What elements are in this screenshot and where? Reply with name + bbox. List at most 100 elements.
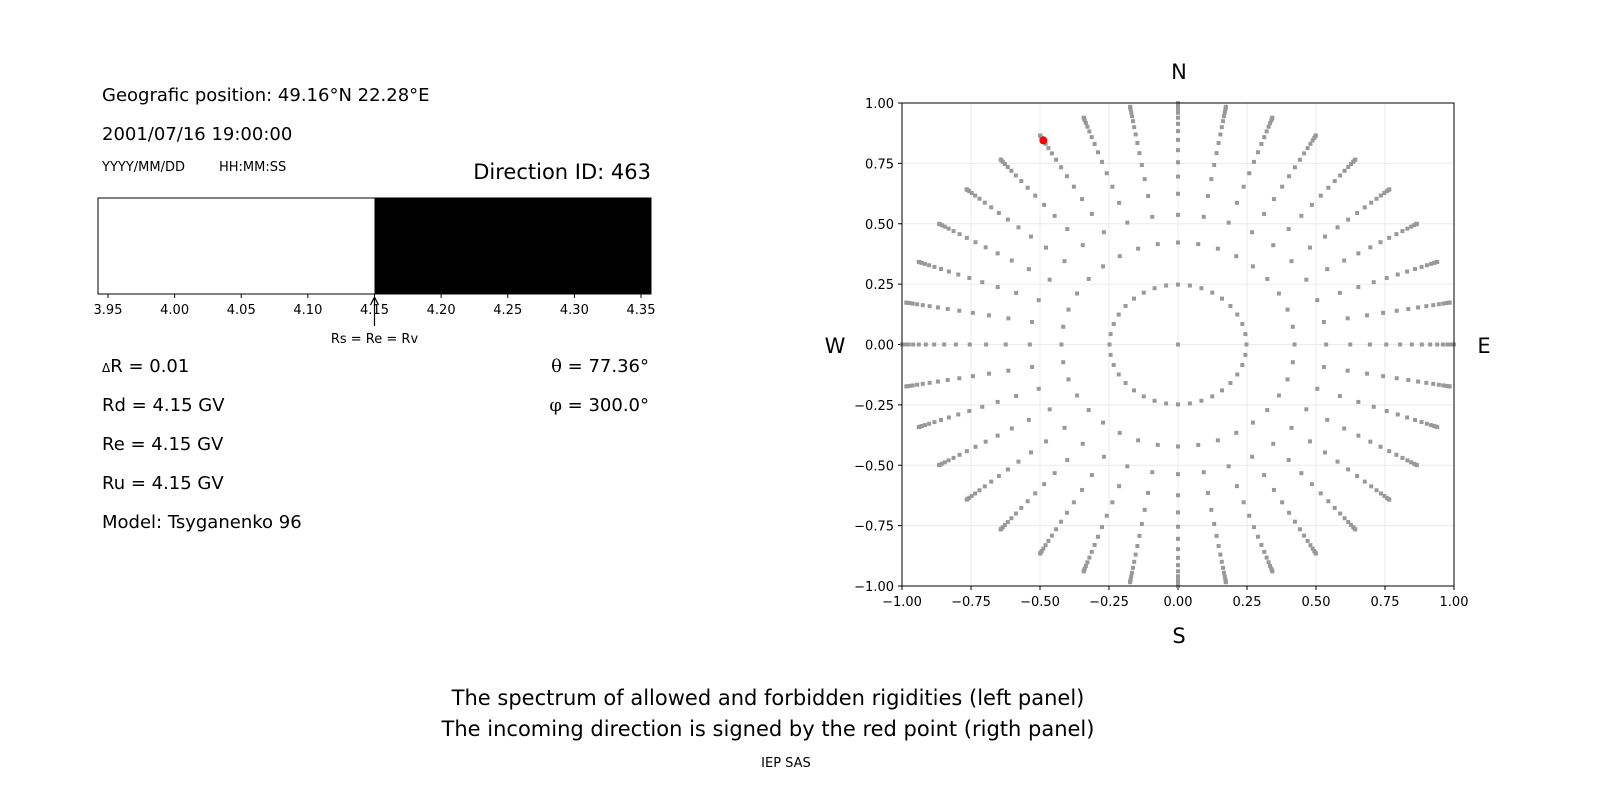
direction-point [1033, 193, 1038, 198]
direction-point [1221, 570, 1226, 575]
direction-point [996, 474, 1001, 479]
y-tick-label: −0.25 [854, 399, 894, 414]
direction-point [1089, 549, 1094, 554]
direction-point [1108, 352, 1113, 357]
direction-point [932, 420, 937, 425]
direction-point [1136, 438, 1141, 443]
direction-point [1371, 280, 1376, 285]
direction-point [1026, 417, 1031, 422]
direction-point [1262, 135, 1267, 140]
direction-point [1250, 420, 1255, 425]
direction-point [1212, 163, 1217, 168]
y-tick-label: 0.50 [865, 218, 894, 233]
direction-point [1221, 114, 1226, 119]
direction-point [1255, 534, 1260, 539]
direction-point [1083, 563, 1088, 568]
direction-point [1014, 394, 1019, 399]
direction-point [951, 455, 956, 460]
direction-point [983, 439, 988, 444]
direction-point [957, 232, 962, 237]
direction-point [995, 399, 1000, 404]
direction-point [989, 479, 994, 484]
direction-point [1132, 125, 1137, 130]
direction-point [1280, 500, 1285, 505]
direction-point [1176, 240, 1180, 245]
direction-point [1146, 490, 1151, 495]
direction-point [1371, 404, 1376, 409]
direction-point [1346, 520, 1351, 525]
direction-point [1247, 513, 1252, 518]
direction-point [1378, 240, 1383, 245]
direction-point [1435, 342, 1440, 347]
direction-point [1041, 546, 1046, 551]
direction-point [1209, 507, 1214, 512]
direction-point [957, 452, 962, 457]
direction-point [1362, 479, 1367, 484]
direction-point [1089, 473, 1094, 478]
direction-point [1110, 184, 1115, 189]
compass-north: N [1171, 60, 1187, 84]
direction-point [911, 342, 916, 347]
direction-point [1287, 174, 1292, 179]
direction-point [1176, 106, 1180, 111]
direction-point [1265, 408, 1270, 413]
direction-point [1019, 179, 1024, 184]
direction-point [927, 304, 932, 309]
direction-point [1444, 301, 1449, 306]
x-tick-label: 0.75 [1371, 595, 1400, 610]
direction-point [1441, 301, 1446, 306]
direction-point [1271, 441, 1276, 446]
direction-point [1108, 332, 1113, 337]
x-tick-label: −0.75 [951, 595, 991, 610]
direction-point [1241, 500, 1246, 505]
direction-point [964, 235, 969, 240]
direction-point [1346, 164, 1351, 169]
x-tick-label: −0.25 [1089, 595, 1129, 610]
direction-point [1259, 142, 1264, 147]
x-tick-label: 0.50 [1302, 595, 1331, 610]
direction-point [1199, 398, 1204, 403]
direction-point [989, 205, 994, 210]
direction-point [1234, 254, 1239, 259]
direction-point [1176, 524, 1180, 529]
direction-point [1387, 449, 1392, 454]
direction-point [1187, 283, 1192, 288]
direction-point [1321, 365, 1326, 370]
direction-point [1080, 197, 1085, 202]
direction-point [1176, 574, 1180, 579]
direction-point [1123, 380, 1128, 385]
direction-point [969, 493, 974, 498]
direction-point [1429, 423, 1434, 428]
direction-point [1353, 157, 1358, 162]
direction-point [1044, 245, 1049, 250]
direction-point [1244, 342, 1249, 347]
direction-point [1003, 342, 1008, 347]
direction-point [932, 342, 937, 347]
direction-point [1290, 324, 1295, 329]
direction-point [1276, 393, 1281, 398]
direction-point [932, 264, 937, 269]
direction-point [1049, 151, 1054, 156]
direction-point [1047, 277, 1052, 282]
direction-point [1111, 362, 1116, 367]
direction-point [1218, 552, 1223, 557]
direction-point [915, 302, 920, 307]
direction-point [1209, 177, 1214, 182]
y-tick-label: 1.00 [865, 97, 894, 112]
direction-point [973, 193, 978, 198]
direction-point [1025, 499, 1030, 504]
direction-point [1387, 187, 1392, 192]
direction-point [1318, 491, 1323, 496]
direction-point [1176, 472, 1180, 477]
direction-point [1196, 442, 1201, 447]
direction-point [946, 226, 951, 231]
direction-point [1435, 259, 1440, 264]
direction-point [1176, 444, 1180, 449]
direction-point [1384, 342, 1389, 347]
direction-point [1310, 546, 1315, 551]
direction-point [1019, 505, 1024, 510]
direction-point [1345, 316, 1350, 321]
direction-point [927, 263, 932, 268]
direction-point [1210, 290, 1215, 295]
direction-point [1309, 202, 1314, 207]
